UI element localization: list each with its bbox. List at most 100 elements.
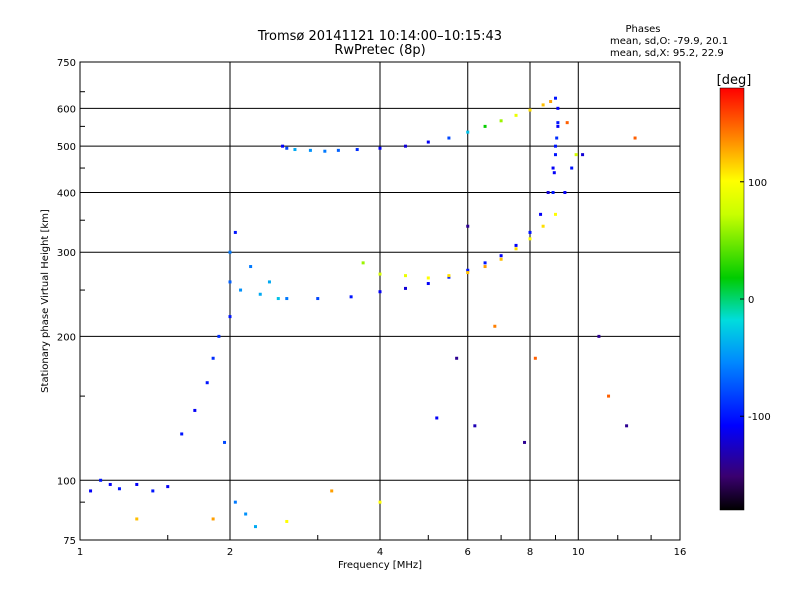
data-point bbox=[466, 271, 470, 275]
data-point bbox=[361, 261, 365, 265]
data-point bbox=[556, 106, 560, 110]
data-point bbox=[633, 136, 637, 140]
chart-subtitle: RwPretec (8p) bbox=[334, 43, 425, 58]
data-point bbox=[135, 517, 139, 521]
data-point bbox=[551, 190, 555, 194]
y-tick-label: 200 bbox=[57, 332, 76, 343]
data-point bbox=[205, 381, 209, 385]
data-point bbox=[378, 290, 382, 294]
data-point bbox=[541, 103, 545, 107]
data-point bbox=[563, 190, 567, 194]
data-point bbox=[533, 356, 537, 360]
data-point bbox=[135, 482, 139, 486]
data-point bbox=[466, 268, 470, 272]
data-point bbox=[447, 275, 451, 279]
data-point bbox=[244, 512, 248, 516]
data-point bbox=[285, 519, 289, 523]
x-axis-label: Frequency [MHz] bbox=[338, 560, 422, 571]
data-point bbox=[293, 148, 297, 152]
axis-ticks: 1 2 4 6 8 10 16 75 100 200 300 400 500 600 750 bbox=[57, 58, 686, 558]
data-point bbox=[223, 440, 227, 444]
data-point bbox=[228, 315, 232, 319]
data-point bbox=[473, 424, 477, 428]
data-point bbox=[528, 230, 532, 234]
data-point bbox=[117, 487, 121, 491]
x-tick-label: 10 bbox=[572, 547, 585, 558]
data-point bbox=[239, 288, 243, 292]
plot-frame bbox=[79, 61, 681, 541]
colorbar-tick-label: 0 bbox=[748, 295, 754, 306]
data-point bbox=[211, 356, 215, 360]
x-tick-label: 1 bbox=[77, 547, 83, 558]
data-point bbox=[466, 224, 470, 228]
data-point bbox=[99, 478, 103, 482]
data-point bbox=[228, 250, 232, 254]
data-point bbox=[330, 489, 334, 493]
data-point bbox=[528, 108, 532, 112]
data-point bbox=[553, 96, 557, 100]
data-point bbox=[551, 166, 555, 170]
data-point bbox=[355, 148, 359, 152]
data-points bbox=[89, 96, 637, 529]
y-axis-label: Stationary phase Virtual Height [km] bbox=[40, 209, 51, 393]
data-point bbox=[166, 485, 170, 489]
data-point bbox=[552, 171, 556, 175]
data-point bbox=[499, 257, 503, 261]
y-tick-label: 400 bbox=[57, 188, 76, 199]
y-tick-label: 600 bbox=[57, 104, 76, 115]
colorbar-tick-label: 100 bbox=[748, 178, 767, 189]
y-tick-label: 750 bbox=[57, 58, 76, 69]
data-point bbox=[541, 224, 545, 228]
data-point bbox=[308, 148, 312, 152]
data-point bbox=[466, 130, 470, 134]
data-point bbox=[403, 274, 407, 278]
data-point bbox=[499, 254, 503, 258]
data-point bbox=[233, 230, 237, 234]
data-point bbox=[574, 153, 578, 157]
x-tick-label: 8 bbox=[527, 547, 533, 558]
data-point bbox=[180, 432, 184, 436]
data-point bbox=[483, 124, 487, 128]
data-point bbox=[378, 146, 382, 150]
data-point bbox=[565, 121, 569, 125]
x-tick-label: 2 bbox=[227, 547, 233, 558]
x-tick-label: 6 bbox=[465, 547, 471, 558]
data-point bbox=[403, 286, 407, 290]
data-point bbox=[233, 500, 237, 504]
data-point bbox=[553, 212, 557, 216]
data-point bbox=[403, 144, 407, 148]
data-point bbox=[267, 280, 271, 284]
y-tick-label: 300 bbox=[57, 248, 76, 259]
data-point bbox=[570, 166, 574, 170]
x-tick-label: 16 bbox=[674, 547, 687, 558]
data-point bbox=[435, 416, 439, 420]
data-point bbox=[281, 144, 285, 148]
phases-title: Phases bbox=[625, 24, 660, 35]
data-point bbox=[483, 261, 487, 265]
data-point bbox=[607, 394, 611, 398]
data-point bbox=[581, 153, 585, 157]
data-point bbox=[108, 482, 112, 486]
data-point bbox=[426, 140, 430, 144]
data-point bbox=[316, 297, 320, 301]
data-point bbox=[378, 500, 382, 504]
data-point bbox=[228, 280, 232, 284]
data-point bbox=[553, 144, 557, 148]
data-point bbox=[276, 297, 280, 301]
y-tick-label: 100 bbox=[57, 476, 76, 487]
y-tick-label: 500 bbox=[57, 142, 76, 153]
data-point bbox=[426, 276, 430, 280]
data-point bbox=[217, 334, 221, 338]
data-point bbox=[349, 295, 353, 299]
data-point bbox=[336, 148, 340, 152]
data-point bbox=[447, 274, 451, 278]
data-point bbox=[493, 324, 497, 328]
data-point bbox=[249, 265, 253, 269]
data-point bbox=[514, 113, 518, 117]
data-point bbox=[523, 440, 527, 444]
data-point bbox=[193, 408, 197, 412]
data-point bbox=[258, 292, 262, 296]
data-point bbox=[89, 489, 93, 493]
data-point bbox=[285, 146, 289, 150]
colorbar-tick-label: -100 bbox=[748, 412, 771, 423]
